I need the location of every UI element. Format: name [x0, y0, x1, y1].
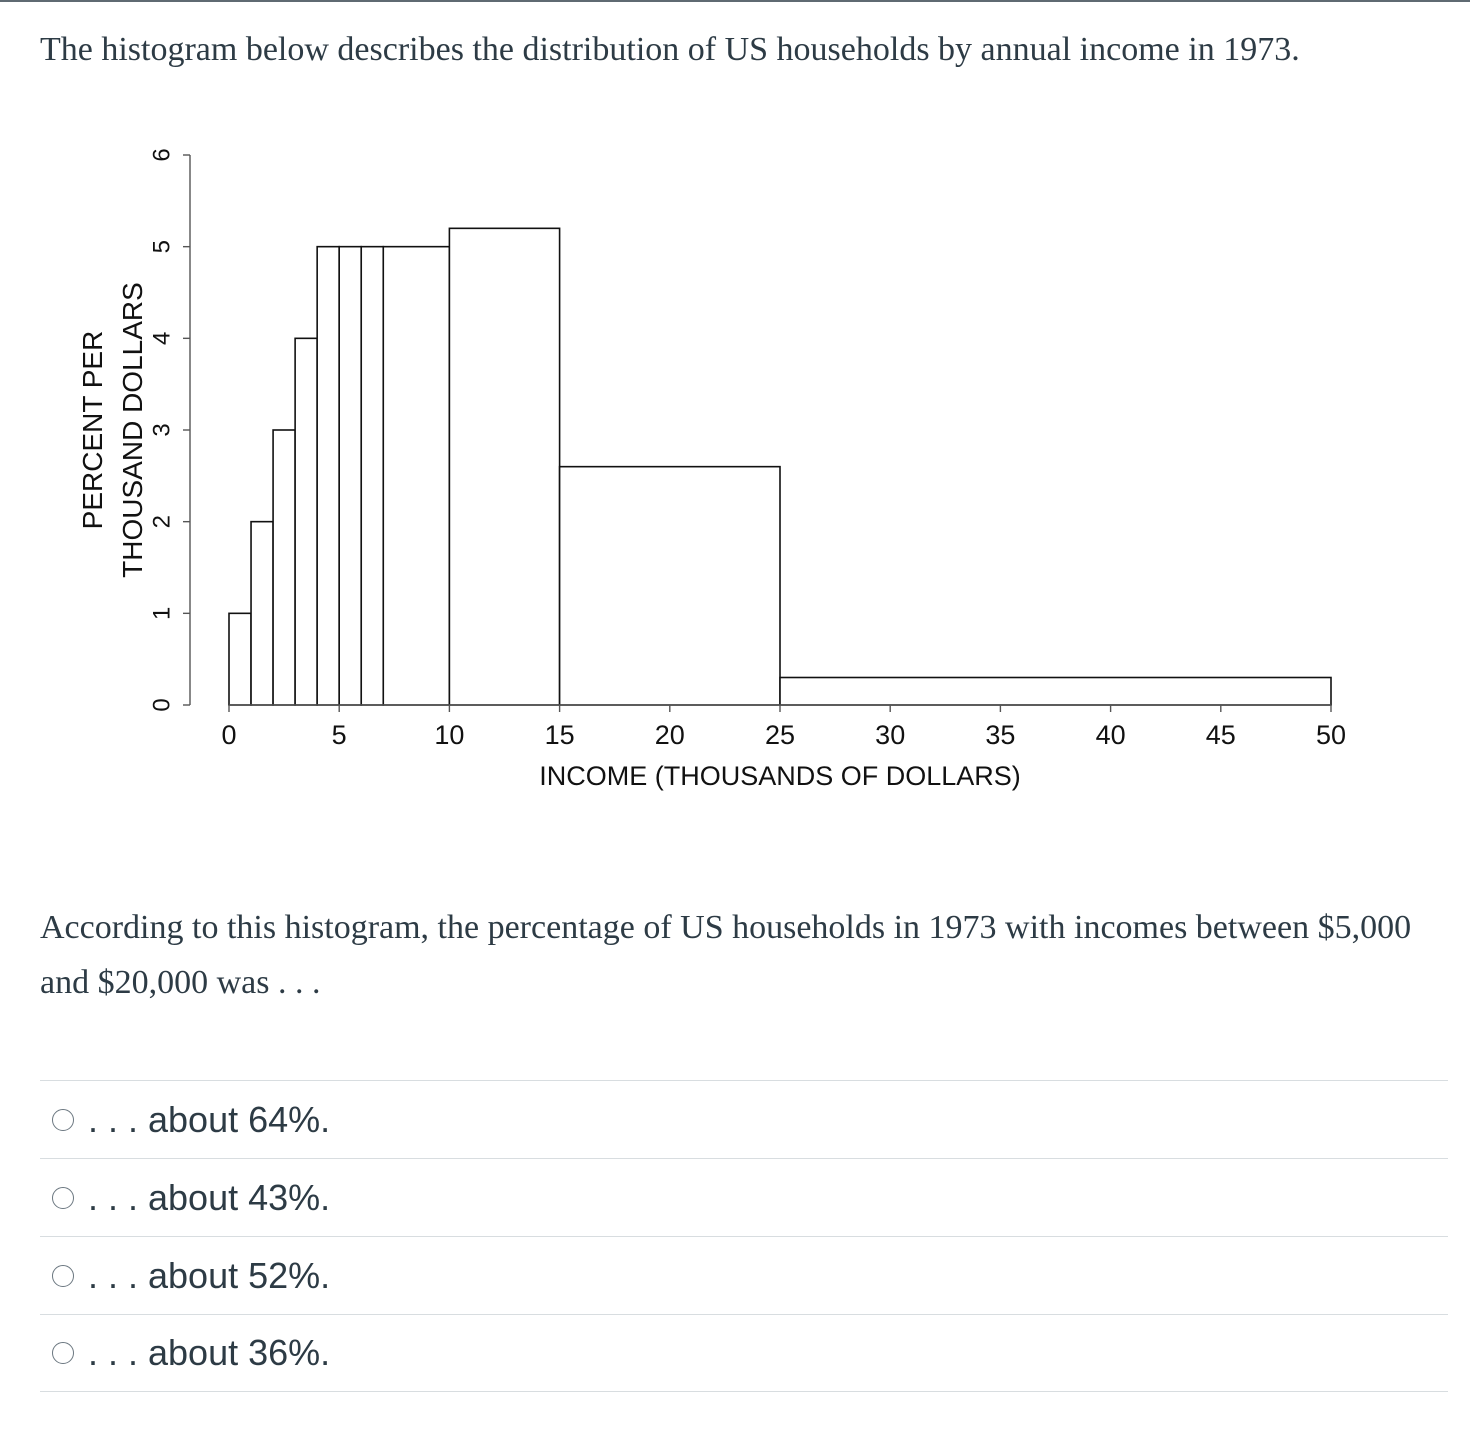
histogram-bar	[250, 520, 274, 706]
answer-label: . . . about 36%.	[88, 1332, 331, 1373]
x-tick-label: 5	[332, 720, 347, 750]
answer-option-3[interactable]: . . . about 52%.	[40, 1236, 1448, 1314]
y-tick-label: 2	[149, 515, 176, 528]
x-axis-title: INCOME (THOUSANDS OF DOLLARS)	[539, 761, 1021, 791]
histogram-bar	[316, 245, 341, 706]
histogram-bar	[558, 465, 781, 706]
y-tick-label: 5	[149, 240, 176, 253]
answer-label: . . . about 64%.	[88, 1098, 331, 1140]
histogram-bar	[382, 245, 451, 706]
radio-button-icon[interactable]	[52, 1342, 74, 1364]
question-prompt: According to this histogram, the percent…	[40, 909, 1412, 1001]
y-tick-label: 1	[149, 607, 176, 620]
y-tick-label: 0	[149, 698, 176, 711]
answer-list: . . . about 64%. . . . about 43%. . . . …	[40, 1080, 1448, 1392]
question-intro: The histogram below describes the distri…	[40, 31, 1300, 68]
x-tick-label: 50	[1316, 720, 1346, 750]
answer-option-2[interactable]: . . . about 43%.	[40, 1158, 1448, 1236]
histogram-bar	[272, 429, 296, 706]
top-divider	[0, 0, 1470, 2]
histogram-bar	[448, 227, 561, 706]
histogram-bar	[338, 245, 363, 706]
y-tick-label: 4	[149, 332, 176, 345]
x-tick-label: 40	[1096, 720, 1126, 750]
y-tick-label: 3	[149, 423, 176, 436]
y-axis-title-line-1: PERCENT PER	[77, 331, 108, 530]
histogram-bar	[360, 245, 385, 706]
x-tick-label: 25	[765, 720, 795, 750]
radio-button-icon[interactable]	[52, 1186, 74, 1209]
x-tick-label: 15	[545, 720, 575, 750]
histogram-bar	[228, 612, 252, 706]
x-tick-label: 45	[1206, 720, 1236, 750]
y-tick-label: 6	[149, 148, 176, 161]
answer-label: . . . about 52%.	[88, 1254, 331, 1296]
answer-option-1[interactable]: . . . about 64%.	[40, 1080, 1448, 1158]
radio-button-icon[interactable]	[52, 1108, 74, 1131]
x-tick-label: 30	[875, 720, 905, 750]
x-tick-label: 10	[434, 720, 464, 750]
x-tick-label: 20	[655, 720, 685, 750]
answer-option-4[interactable]: . . . about 36%.	[40, 1314, 1448, 1392]
radio-button-icon[interactable]	[52, 1264, 74, 1287]
answer-label: . . . about 43%.	[88, 1176, 331, 1218]
x-tick-label: 0	[221, 720, 236, 750]
x-tick-label: 35	[985, 720, 1015, 750]
y-axis-title-line-2: THOUSAND DOLLARS	[117, 282, 148, 578]
histogram-bar	[779, 676, 1332, 706]
histogram-bar	[294, 337, 318, 706]
